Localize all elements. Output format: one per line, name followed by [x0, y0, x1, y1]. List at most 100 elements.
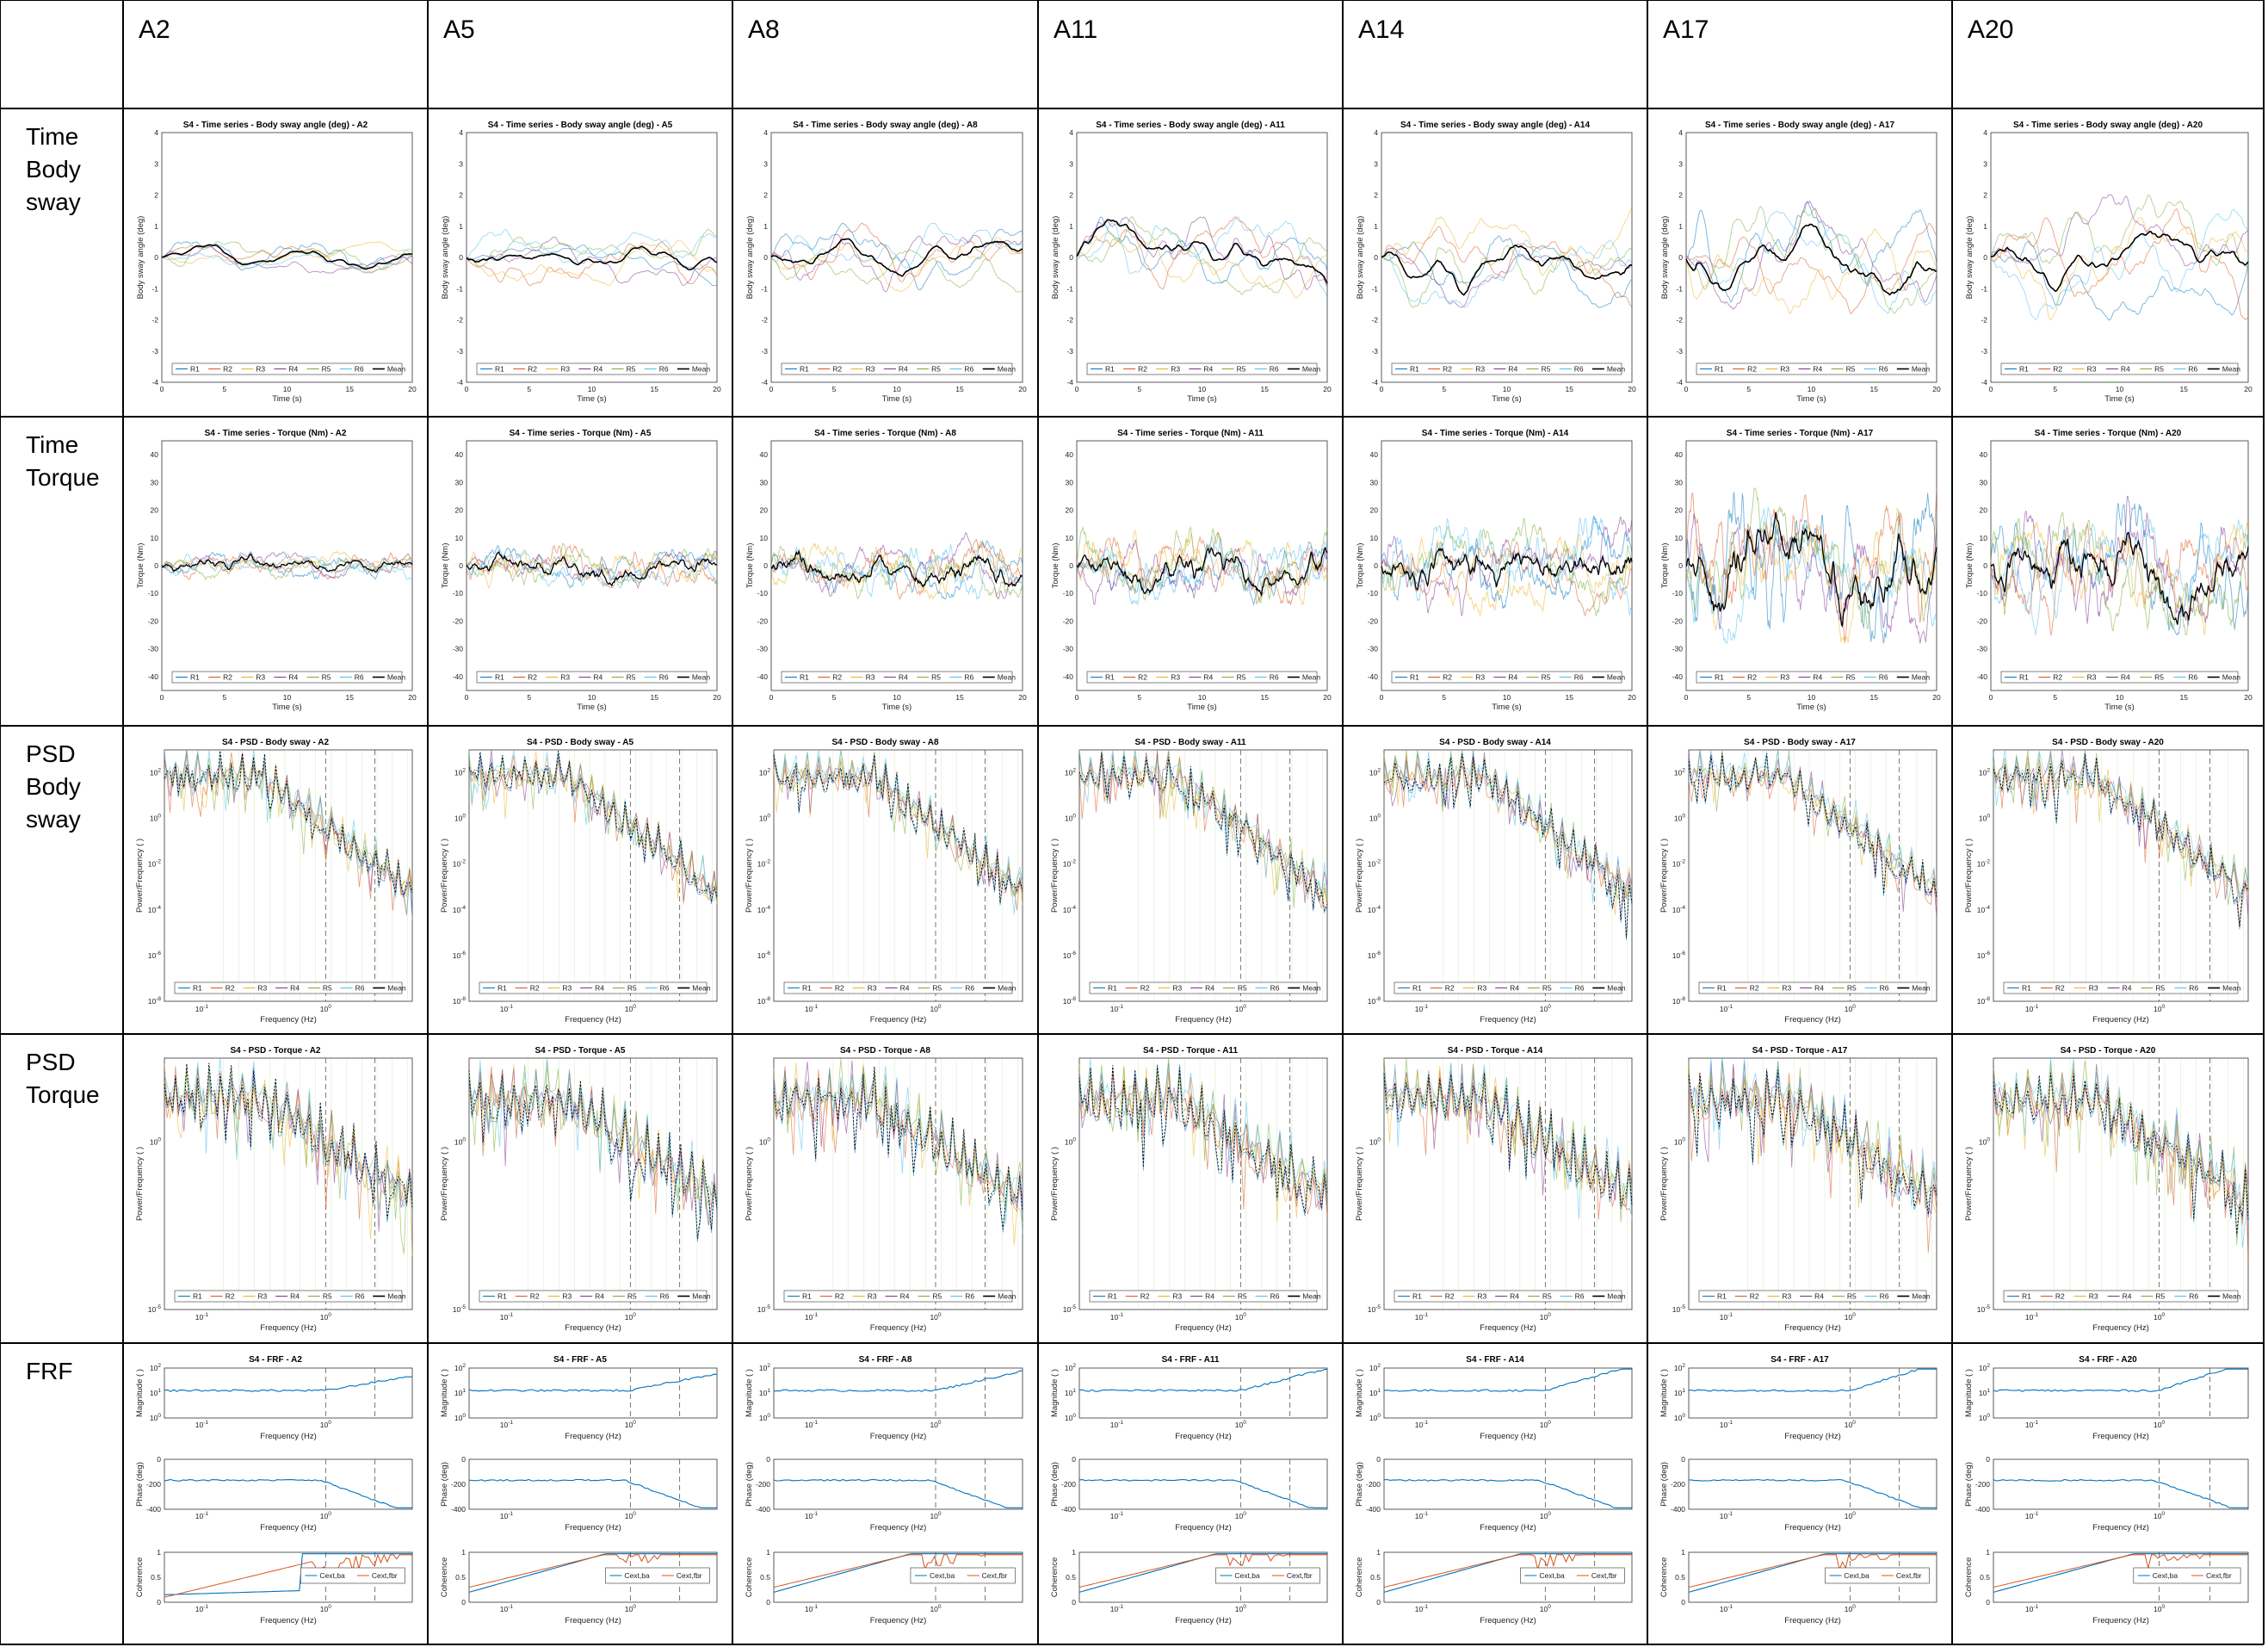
frf-panel-2: 10-1 100 Frequency (Hz) Coherence 0 0.5 1 Cext,…: [1050, 1548, 1328, 1625]
chart-ts_torque-a17: S4 - Time series - Torque (Nm) - A17 0 5 10…: [1660, 429, 1941, 712]
x-tick-label: 100: [1845, 1420, 1856, 1429]
series-r6: [466, 228, 718, 263]
y-tick-label: -40: [1063, 672, 1074, 681]
chart-title: S4 - PSD - Body sway - A14: [1439, 738, 1551, 747]
legend-label-r6: R6: [1270, 984, 1280, 993]
y-tick-label: 3: [1374, 159, 1378, 168]
legend-label-r2: R2: [530, 1292, 540, 1301]
x-tick-label: 0: [160, 693, 164, 702]
chart-ts_sway-a2: S4 - Time series - Body sway angle (deg)…: [136, 121, 417, 404]
legend-label-r1: R1: [1410, 365, 1419, 374]
x-tick-label: 10-1: [1720, 1420, 1733, 1429]
x-tick-label: 100: [1540, 1004, 1551, 1013]
y-tick-label: 10-6: [453, 950, 467, 960]
y-tick-label: 102: [759, 1363, 770, 1372]
series-r6: [468, 1060, 718, 1224]
y-tick-label: 3: [459, 159, 463, 168]
y-tick-label: 0: [461, 1598, 466, 1607]
axes-box: [1993, 1458, 2249, 1510]
series-r4: [468, 749, 718, 901]
y-tick-label: -30: [453, 645, 464, 653]
legend-label-r2: R2: [1750, 1292, 1759, 1301]
legend-label-r4: R4: [595, 1292, 604, 1301]
y-tick-label: -20: [757, 616, 769, 625]
y-tick-label: 1: [1983, 222, 1987, 231]
legend-label-r3: R3: [1171, 365, 1180, 374]
x-tick-label: 100: [320, 1004, 331, 1013]
y-tick-label: 0: [459, 253, 463, 262]
series-r4: [466, 236, 718, 287]
y-tick-label: 4: [1983, 128, 1987, 137]
y-tick-label: 20: [455, 506, 464, 515]
frf-panel-2: 10-1 100 Frequency (Hz) Coherence 0 0.5 1 Cext,…: [440, 1548, 718, 1625]
legend-label-r1: R1: [1412, 984, 1422, 993]
frf-series: [773, 1370, 1023, 1392]
y-tick-label: 10-8: [1977, 996, 1991, 1006]
x-tick-label: 10-1: [1110, 1312, 1124, 1322]
legend-label-r1: R1: [1108, 984, 1117, 993]
x-tick-label: 10-1: [500, 1511, 514, 1520]
y-tick-label: -3: [1371, 347, 1378, 356]
chart-title: S4 - PSD - Torque - A5: [535, 1046, 625, 1056]
legend-label-r5: R5: [1847, 984, 1857, 993]
y-axis-label: Phase (deg): [440, 1462, 449, 1507]
legend-box: [1391, 362, 1622, 375]
x-tick-label: 10-1: [1720, 1004, 1733, 1013]
x-tick-label: 20: [1932, 693, 1941, 702]
legend-label-r2: R2: [1445, 1292, 1455, 1301]
frf-series: [164, 1553, 412, 1595]
y-axis-label: Torque (Nm): [1660, 543, 1670, 589]
x-tick-label: 10-1: [805, 1511, 819, 1520]
x-axis-label: Frequency (Hz): [1480, 1523, 1536, 1532]
x-tick-label: 20: [1018, 693, 1027, 702]
x-tick-label: 10: [588, 693, 596, 702]
legend-label-r2: R2: [223, 365, 232, 374]
y-tick-label: 1: [459, 222, 463, 231]
series-r3: [164, 1063, 413, 1256]
x-tick-label: 5: [2053, 385, 2057, 393]
x-tick-label: 20: [1323, 385, 1332, 393]
x-axis-label: Frequency (Hz): [260, 1432, 316, 1441]
frf-series-2: [1383, 1553, 1632, 1588]
legend-label-r3: R3: [2087, 365, 2097, 374]
chart-title: S4 - PSD - Body sway - A20: [2052, 738, 2164, 747]
y-tick-label: 0.5: [1980, 1573, 1990, 1582]
series-r2: [773, 756, 1023, 911]
row-label-line: Body: [26, 773, 81, 800]
y-tick-label: 0: [459, 561, 463, 570]
y-tick-label: -10: [148, 589, 159, 598]
legend-box: [479, 981, 708, 994]
legend-label-mean: Mean: [1912, 365, 1931, 374]
y-tick-label: 100: [454, 1136, 466, 1146]
x-tick-label: 100: [1540, 1312, 1551, 1322]
chart-title: S4 - Time series - Torque (Nm) - A11: [1117, 429, 1264, 438]
x-tick-label: 10: [1808, 693, 1816, 702]
legend-label-r2: R2: [2055, 984, 2065, 993]
y-tick-label: -1: [1066, 284, 1073, 293]
frf-series: [1383, 1478, 1632, 1508]
series-r1: [1990, 503, 2249, 636]
y-tick-label: 10-8: [757, 996, 771, 1006]
x-tick-label: 10-1: [1110, 1420, 1124, 1429]
y-axis-label: Magnitude ( ): [440, 1369, 449, 1417]
y-axis-label: Magnitude ( ): [135, 1369, 145, 1417]
y-tick-label: 102: [1979, 1363, 1990, 1372]
series-r4: [1685, 201, 1937, 310]
x-axis-label: Frequency (Hz): [2092, 1523, 2148, 1532]
x-tick-label: 100: [930, 1604, 941, 1613]
legend-label-r5: R5: [932, 984, 942, 993]
y-axis-label: Coherence: [745, 1557, 754, 1597]
y-tick-label: 1: [1072, 1548, 1076, 1557]
y-axis-label: Power/Frequency ( ): [440, 1147, 449, 1221]
y-tick-label: 3: [154, 159, 158, 168]
frf-series-2: [468, 1553, 717, 1588]
x-tick-label: 10-1: [1110, 1511, 1124, 1520]
x-tick-label: 10-1: [2025, 1420, 2039, 1429]
legend-label-r3: R3: [1780, 365, 1789, 374]
x-axis-label: Time (s): [882, 394, 912, 404]
x-tick-label: 20: [2244, 385, 2253, 393]
x-tick-label: 100: [625, 1420, 636, 1429]
x-tick-label: 100: [2154, 1420, 2165, 1429]
y-tick-label: -4: [1981, 378, 1987, 387]
y-tick-label: 1: [1681, 1548, 1685, 1557]
